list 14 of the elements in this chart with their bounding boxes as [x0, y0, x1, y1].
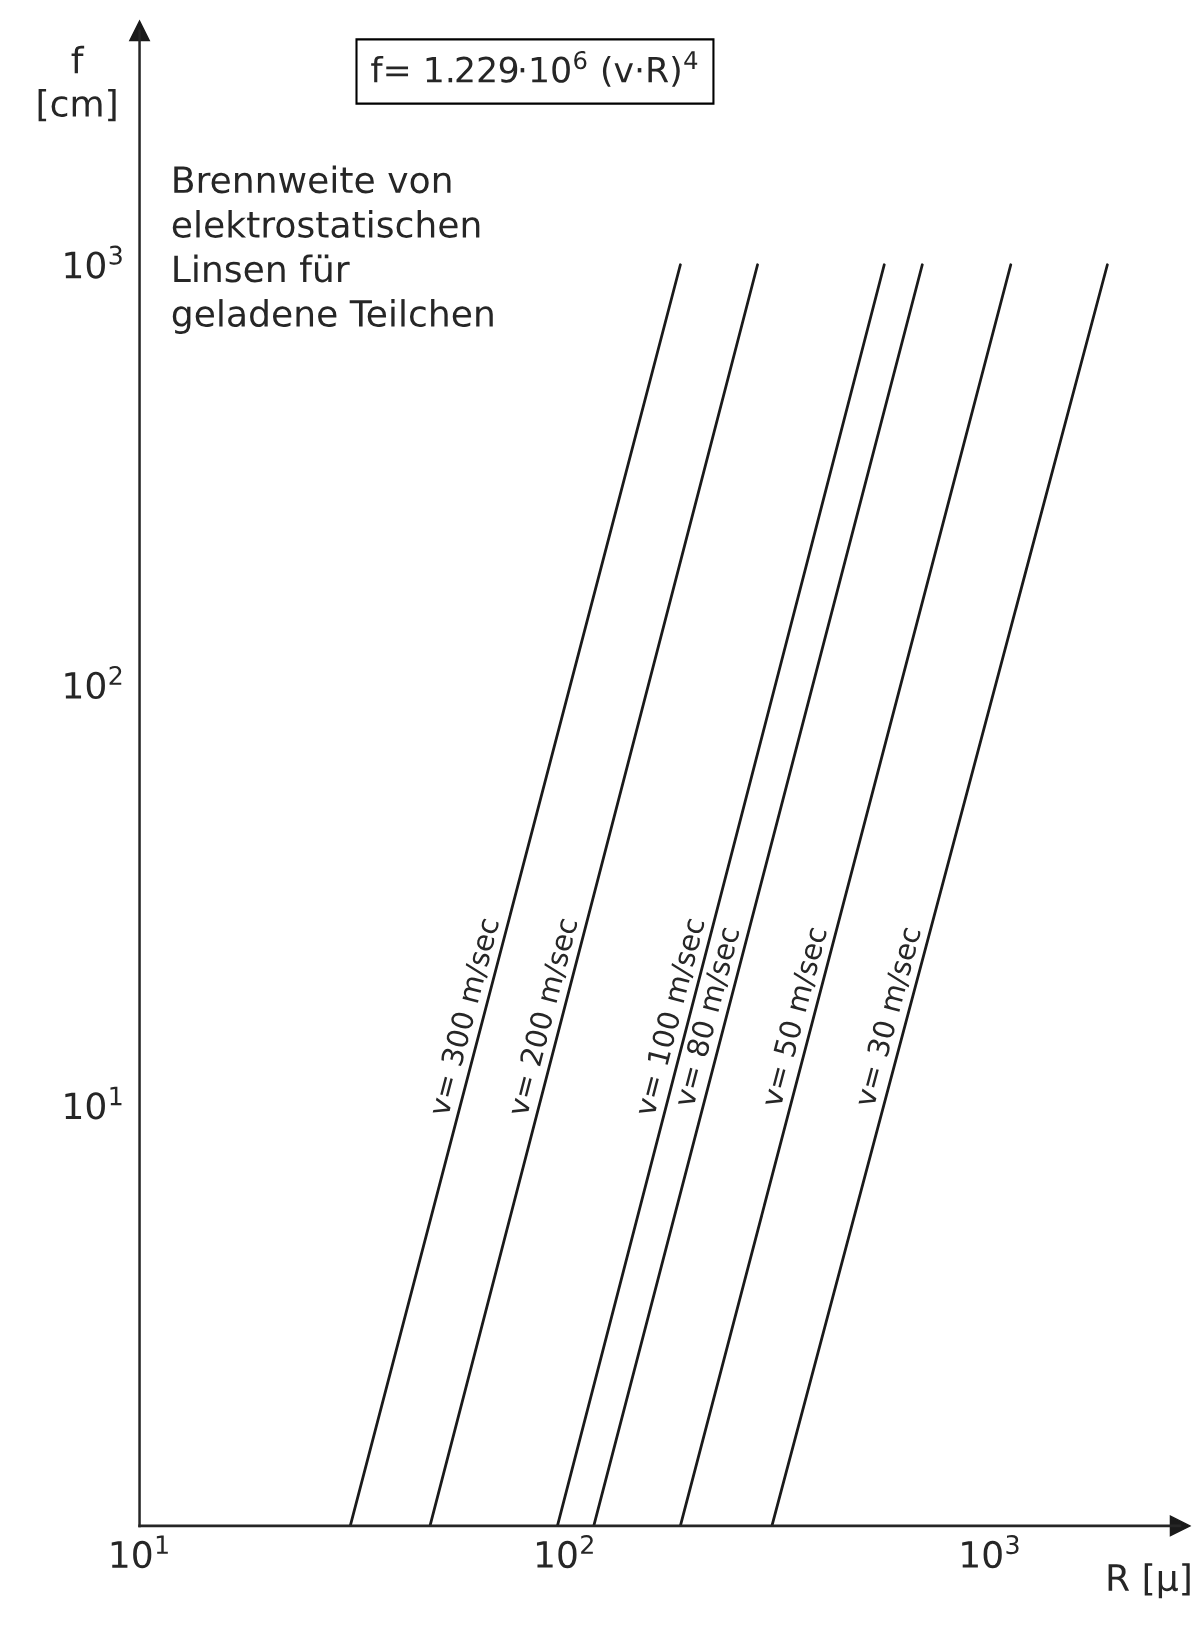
annotation: Brennweite von elektrostatischen Linsen für geladene Teilchen — [172, 165, 493, 335]
y-tick-label: 10$^{3}$ — [65, 245, 122, 279]
text: v= 200 m/sec — [506, 917, 581, 1118]
y-axis-title: f [cm] — [38, 45, 116, 122]
text: v= 300 m/sec — [427, 917, 502, 1118]
annotation: f= 1.229·10$^{6}$ (v·R)$^{4}$ — [371, 50, 698, 87]
text: v= 50 m/sec — [759, 926, 830, 1109]
text: v= 30 m/sec — [853, 926, 924, 1109]
x-tick-label: 10$^{1}$ — [111, 1535, 168, 1569]
x-tick-label: 10$^{2}$ — [536, 1535, 593, 1569]
y-tick-label: 10$^{2}$ — [65, 665, 122, 700]
y-tick-label: 10$^{1}$ — [65, 1086, 122, 1120]
x-axis-title: R [μ] — [1108, 1563, 1190, 1599]
x-tick-label: 10$^{3}$ — [962, 1535, 1019, 1569]
